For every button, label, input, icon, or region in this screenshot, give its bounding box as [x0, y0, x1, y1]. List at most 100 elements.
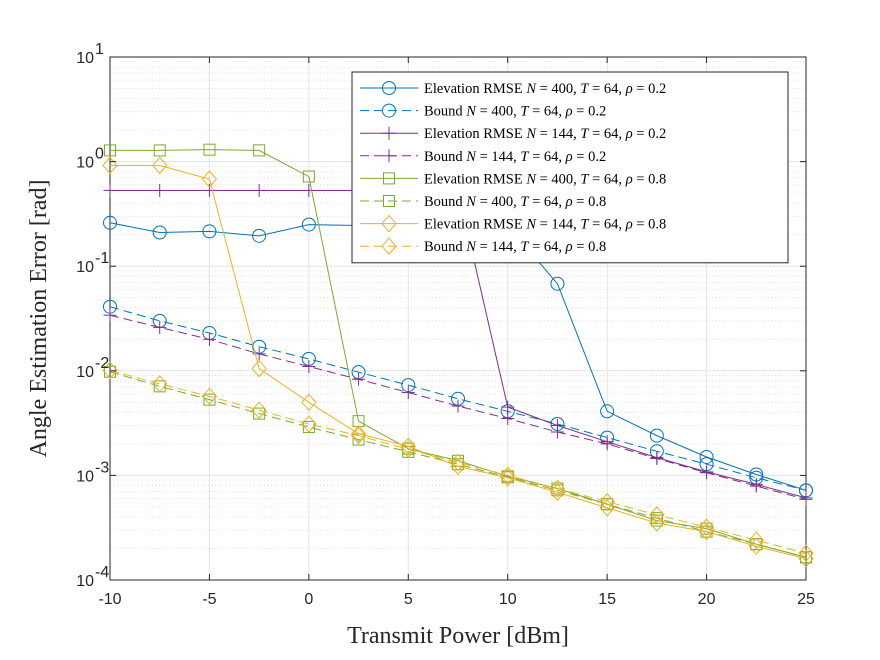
legend-label-part: T — [580, 81, 589, 97]
data-point-diamond — [350, 425, 367, 443]
data-point-diamond — [381, 237, 397, 255]
data-point-square — [203, 393, 216, 406]
legend-label-part: Elevation RMSE — [424, 126, 526, 142]
legend-label-part: N — [525, 81, 537, 97]
legend-label-part: = 64, — [589, 217, 626, 233]
data-point-plus — [600, 437, 614, 451]
legend-entry: Elevation RMSE N = 144, T = 64, ρ = 0.2 — [360, 126, 666, 142]
y-tick-exponent: 0 — [95, 146, 104, 163]
data-point-square — [650, 512, 663, 525]
legend-label-part: = 144, — [476, 149, 520, 165]
data-point-square — [383, 195, 395, 207]
data-point-square — [153, 144, 166, 157]
legend-label: Elevation RMSE N = 144, T = 64, ρ = 0.2 — [424, 126, 666, 142]
legend-label-part: = 64, — [528, 239, 565, 255]
x-tick-label: 20 — [698, 591, 716, 608]
data-point-circle — [600, 404, 615, 419]
legend: Elevation RMSE N = 400, T = 64, ρ = 0.2 B… — [351, 71, 789, 264]
data-point-diamond — [152, 375, 168, 393]
data-point-circle — [252, 228, 267, 243]
legend-label-part: T — [520, 194, 529, 210]
legend-label-part: = 144, — [536, 217, 580, 233]
data-point-plus — [103, 308, 117, 322]
data-point-square — [352, 415, 365, 428]
data-point-plus — [352, 372, 366, 386]
data-point-diamond — [400, 440, 416, 458]
legend-label-part: = 0.8 — [573, 239, 607, 255]
legend-entry: Bound N = 144, T = 64, ρ = 0.2 — [360, 149, 606, 165]
legend-label-part: T — [520, 239, 529, 255]
legend-entry: Bound N = 400, T = 64, ρ = 0.2 — [360, 103, 606, 120]
data-point-plus — [749, 479, 763, 493]
legend-label-part: Elevation RMSE — [424, 171, 526, 187]
data-point-square — [383, 172, 395, 185]
data-point-diamond — [201, 170, 218, 188]
data-point-diamond — [102, 156, 118, 175]
legend-label-part: N — [465, 149, 477, 165]
data-point-diamond — [251, 359, 267, 378]
data-point-diamond — [599, 492, 615, 511]
legend-label-part: T — [580, 126, 589, 142]
y-tick-exponent: 1 — [95, 41, 104, 58]
data-point-circle — [550, 276, 565, 291]
legend-label-part: = 64, — [528, 149, 565, 165]
legend-label: Bound N = 144, T = 64, ρ = 0.8 — [424, 239, 606, 255]
legend-label-part: N — [465, 194, 477, 210]
x-tick-label: 0 — [304, 591, 313, 608]
legend-box — [351, 71, 789, 264]
legend-label: Bound N = 144, T = 64, ρ = 0.2 — [424, 149, 606, 165]
data-point-diamond — [649, 506, 665, 524]
legend-label-part: T — [520, 149, 529, 165]
data-point-plus — [252, 183, 266, 197]
series-layer — [102, 143, 814, 568]
data-point-diamond — [381, 214, 397, 233]
data-point-diamond — [500, 466, 516, 485]
legend-label-part: = 400, — [476, 194, 520, 210]
legend-label-part: = 0.2 — [633, 81, 667, 97]
legend-label-part: ρ — [625, 171, 633, 187]
legend-label: Bound N = 400, T = 64, ρ = 0.2 — [424, 104, 606, 120]
legend-label-part: = 144, — [476, 239, 520, 255]
legend-label-part: = 400, — [536, 81, 580, 97]
data-point-plus — [153, 320, 167, 334]
legend-entry: Bound N = 144, T = 64, ρ = 0.8 — [360, 237, 606, 255]
data-point-diamond — [698, 518, 715, 536]
data-point-plus — [401, 386, 415, 400]
legend-label-part: T — [580, 217, 589, 233]
x-tick-label: 15 — [598, 591, 616, 608]
data-point-plus — [382, 149, 396, 163]
x-tick-label: 5 — [404, 591, 413, 608]
legend-label: Bound N = 400, T = 64, ρ = 0.8 — [424, 194, 606, 210]
data-point-plus — [103, 183, 117, 197]
y-tick-exponent: -3 — [95, 459, 109, 476]
legend-label-part: N — [525, 217, 537, 233]
data-point-square — [302, 170, 315, 183]
data-point-plus — [382, 126, 396, 140]
legend-label-part: ρ — [625, 126, 633, 142]
legend-label-part: Bound — [424, 149, 466, 165]
legend-entry: Elevation RMSE N = 144, T = 64, ρ = 0.8 — [360, 214, 666, 233]
data-point-plus — [202, 332, 216, 346]
data-point-diamond — [649, 514, 665, 532]
data-point-square — [253, 144, 266, 157]
data-point-diamond — [549, 479, 566, 498]
data-point-plus — [650, 452, 664, 466]
data-point-circle — [699, 449, 714, 464]
data-point-square — [104, 144, 116, 157]
legend-label-part: = 0.2 — [633, 126, 667, 142]
legend-label-part: = 400, — [536, 171, 580, 187]
data-point-circle — [301, 217, 316, 232]
data-point-square — [253, 407, 266, 420]
legend-label-part: Elevation RMSE — [424, 81, 526, 97]
legend-label-part: N — [525, 126, 537, 142]
series-line — [109, 306, 807, 491]
y-tick-label: 10 — [76, 155, 94, 172]
legend-entry: Bound N = 400, T = 64, ρ = 0.8 — [360, 194, 606, 210]
y-tick-label: 10 — [76, 50, 94, 67]
data-point-plus — [501, 411, 515, 425]
data-point-plus — [302, 183, 316, 197]
legend-label-part: Bound — [424, 104, 466, 120]
series-line — [109, 314, 807, 500]
legend-label-part: N — [465, 239, 477, 255]
